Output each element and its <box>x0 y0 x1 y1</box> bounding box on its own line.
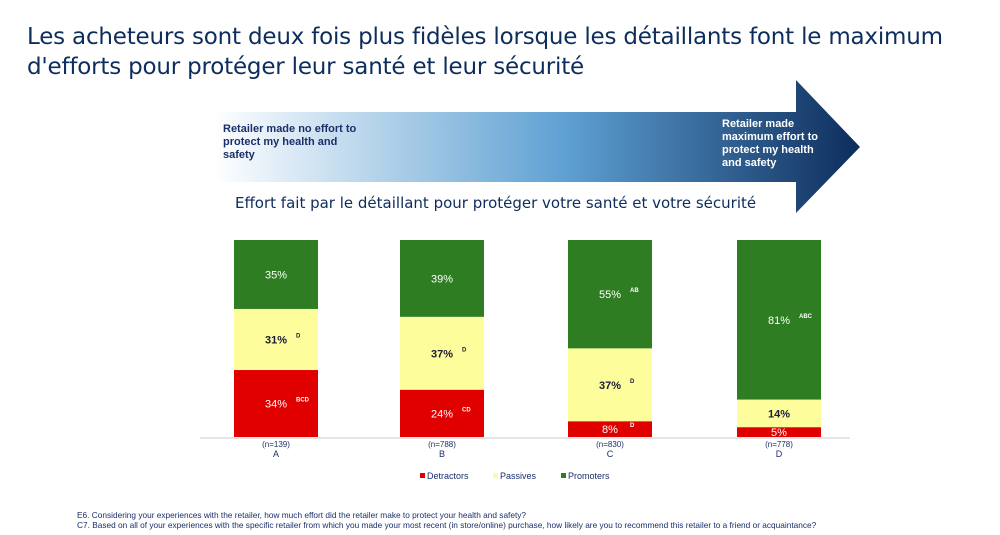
page-title: Les acheteurs sont deux fois plus fidèle… <box>27 24 943 80</box>
data-label: 24% <box>431 408 453 420</box>
bar-detractors-D <box>737 427 821 437</box>
data-label: 81% <box>768 315 790 327</box>
sig-label: AB <box>630 288 639 294</box>
bar-promoters-C <box>568 240 652 349</box>
legend-swatch-promoters <box>561 473 566 478</box>
data-label: 39% <box>431 273 453 285</box>
data-label: 35% <box>265 269 287 281</box>
sig-label: D <box>462 347 467 353</box>
data-label: 31% <box>265 334 287 346</box>
sig-label: ABC <box>799 314 813 320</box>
footnote-c7: C7. Based on all of your experiences wit… <box>77 520 817 530</box>
x-tick-label: B <box>439 449 445 459</box>
data-label: 55% <box>599 289 621 301</box>
legend-label-passives: Passives <box>500 471 537 481</box>
footnote-e6: E6. Considering your experiences with th… <box>77 510 527 520</box>
data-label: 37% <box>599 380 621 392</box>
sig-label: D <box>630 423 635 429</box>
bar-promoters-D <box>737 240 821 400</box>
sig-label: BCD <box>296 398 310 404</box>
bar-passives-A <box>234 308 318 371</box>
arrow-right-label: Retailer made maximum effort to protect … <box>722 118 818 169</box>
bar-detractors-C <box>568 421 652 437</box>
sample-size-label: (n=788) <box>428 440 456 449</box>
chart-title: Effort fait par le détaillant pour proté… <box>235 194 757 212</box>
sample-size-label: (n=139) <box>262 440 290 449</box>
arrow-left-label: Retailer made no effort to protect my he… <box>223 123 357 161</box>
data-label: 37% <box>431 348 453 360</box>
x-tick-label: C <box>607 449 614 459</box>
legend-swatch-detractors <box>420 473 425 478</box>
legend-label-promoters: Promoters <box>568 471 610 481</box>
data-label: 5% <box>771 427 787 439</box>
bar-detractors-A <box>234 370 318 437</box>
bar-promoters-B <box>400 240 484 317</box>
sig-label: D <box>296 333 301 339</box>
x-tick-label: A <box>273 449 279 459</box>
effort-arrow <box>213 80 860 213</box>
sample-size-label: (n=778) <box>765 440 793 449</box>
data-label: 14% <box>768 408 790 420</box>
bar-passives-D <box>737 399 821 428</box>
sample-size-label: (n=830) <box>596 440 624 449</box>
footnotes: E6. Considering your experiences with th… <box>77 510 816 530</box>
sig-label: D <box>630 379 635 385</box>
legend-label-detractors: Detractors <box>427 471 469 481</box>
data-label: 8% <box>602 424 618 436</box>
bar-detractors-B <box>400 389 484 437</box>
data-label: 34% <box>265 399 287 411</box>
x-tick-label: D <box>776 449 783 459</box>
bar-passives-C <box>568 348 652 422</box>
bar-passives-B <box>400 316 484 390</box>
sig-label: CD <box>462 407 471 413</box>
bar-promoters-A <box>234 240 318 309</box>
legend-swatch-passives <box>493 473 498 478</box>
